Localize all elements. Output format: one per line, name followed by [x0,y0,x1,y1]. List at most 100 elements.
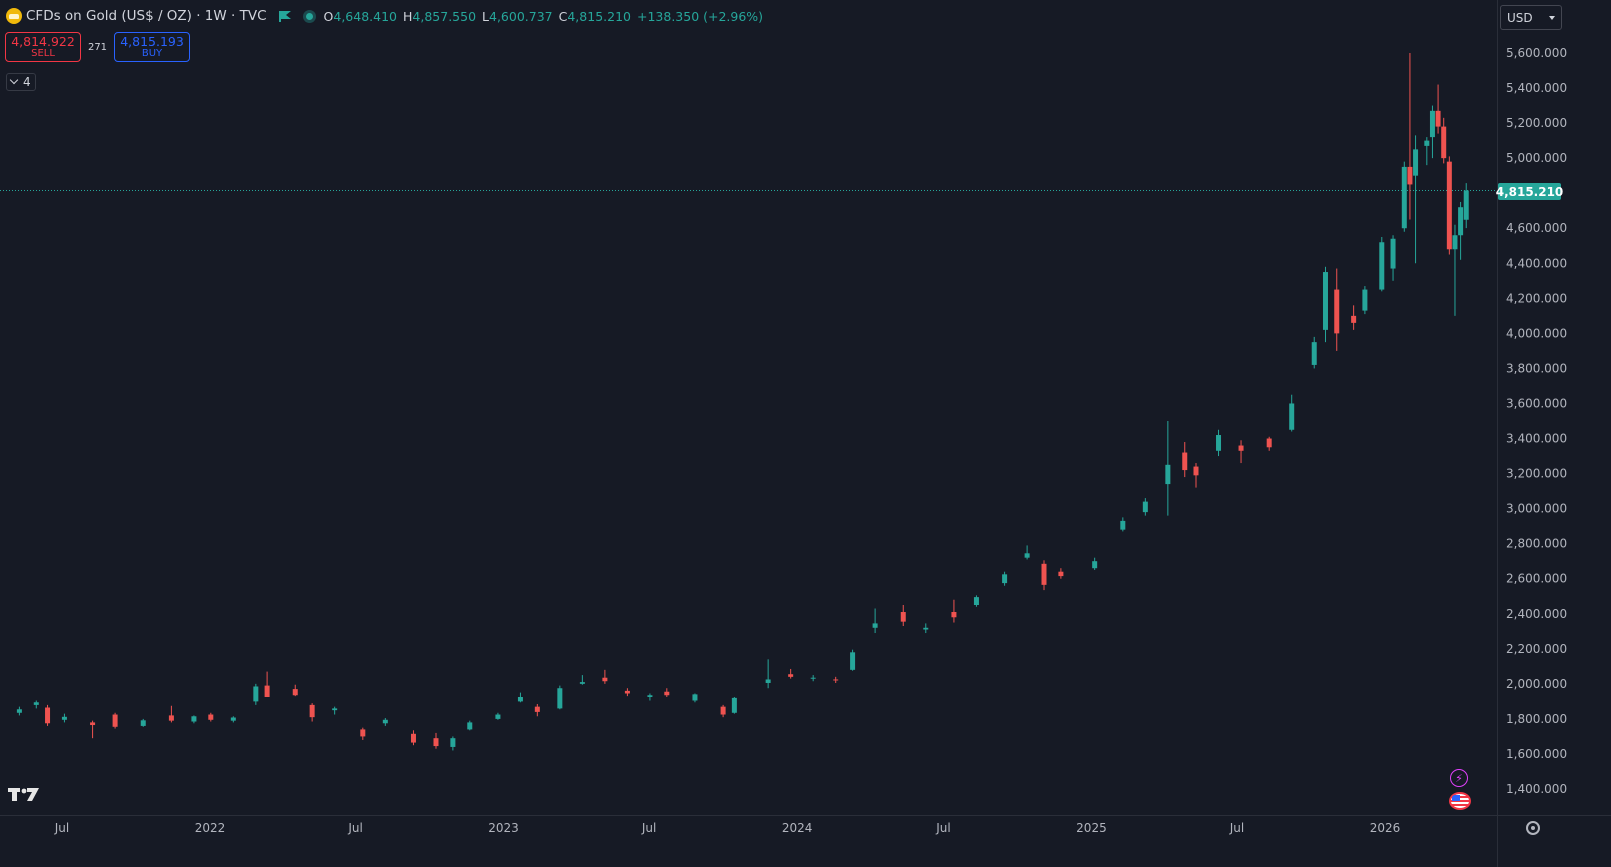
candle-body [61,716,67,720]
price-tick-label: 2,800.000 [1506,537,1567,551]
candle [332,706,338,715]
candle [1120,517,1126,532]
time-tick-label: Jul [641,821,656,835]
candle-body [579,682,585,684]
candle [1024,545,1030,560]
buy-button[interactable]: 4,815.193 BUY [114,32,190,62]
candle-body [731,697,737,713]
candle [1458,201,1464,260]
candles-layer [16,53,1469,751]
candle [624,688,630,697]
candle-body [16,709,22,713]
price-tick-label: 4,600.000 [1506,221,1567,235]
candle-body [264,685,270,697]
candle [850,649,856,671]
candle [1266,436,1272,451]
price-tick-label: 4,400.000 [1506,256,1567,270]
currency-value: USD [1507,10,1533,25]
currency-select[interactable]: USD [1500,5,1562,30]
candle [467,720,473,731]
candle [664,688,670,697]
price-tick-label: 5,400.000 [1506,81,1567,95]
time-tick-label: 2025 [1076,821,1107,835]
time-tick-label: 2022 [195,821,226,835]
candle-body [1058,571,1064,577]
candle-body [534,706,540,712]
candle-body [191,716,197,722]
candle-body [1165,464,1171,485]
buy-label: BUY [141,48,163,60]
candle-body [1424,140,1430,146]
candle-body [833,679,839,681]
lightning-icon[interactable]: ⚡ [1450,769,1468,787]
candle [1182,442,1188,478]
close-label: C [558,8,568,24]
candle [1379,237,1385,292]
price-tick-label: 3,200.000 [1506,467,1567,481]
price-tick-label: 2,600.000 [1506,572,1567,586]
candle [16,706,22,716]
candle [602,669,608,684]
price-tick-label: 2,200.000 [1506,642,1567,656]
candle [810,675,816,682]
candle [731,697,737,714]
candle [230,716,236,723]
candle-body [1041,563,1047,585]
candle-body [360,729,366,737]
candle-body [720,706,726,715]
market-open-icon[interactable] [302,9,316,23]
candle-body [309,704,315,718]
candle-body [1379,242,1385,290]
candle-body [140,720,146,726]
candle-body [517,697,523,702]
candle [579,675,585,685]
candle [692,693,698,703]
candle [1446,156,1452,255]
candle [1429,105,1435,159]
candle-body [900,612,906,622]
candle-body [1401,166,1407,229]
candle [1334,268,1340,351]
candle [450,736,456,751]
gold-bars-icon[interactable] [6,8,22,24]
candle-body [1452,235,1458,250]
candle-body [557,688,563,709]
time-tick-label: 2026 [1370,821,1401,835]
candle [1362,286,1368,315]
candle-body [664,691,670,696]
candle-body [1193,466,1199,476]
candle [1413,135,1419,264]
us-flag-icon[interactable] [1449,792,1471,810]
candle-body [923,627,929,630]
candle [1238,440,1244,464]
candle-body [1238,445,1244,451]
candle-body [1463,190,1469,220]
trade-panel: 4,814.922 SELL 271 4,815.193 BUY [5,32,190,62]
gear-icon[interactable] [1526,821,1540,835]
candle [647,693,653,701]
indicators-toggle-button[interactable]: 4 [6,73,36,91]
candle [833,676,839,683]
flag-icon[interactable] [278,10,291,22]
candle [1441,117,1447,164]
candle-body [1458,207,1464,236]
candle-body [410,733,416,743]
candle [1435,84,1441,134]
candle-body [788,674,794,677]
candle [765,659,771,689]
price-tick-label: 3,600.000 [1506,396,1567,410]
symbol-legend: CFDs on Gold (US$ / OZ) · 1W · TVC O 4,64… [6,8,763,24]
time-tick-label: 2023 [488,821,519,835]
candle-body [765,679,771,683]
tradingview-logo-icon[interactable] [8,786,40,802]
candle-body [1390,238,1396,269]
sell-button[interactable]: 4,814.922 SELL [5,32,81,62]
symbol-title[interactable]: CFDs on Gold (US$ / OZ) · 1W · TVC [26,8,267,24]
candle-body [1435,110,1441,127]
time-tick-label: Jul [347,821,362,835]
candle [140,718,146,727]
open-value: 4,648.410 [333,8,397,24]
